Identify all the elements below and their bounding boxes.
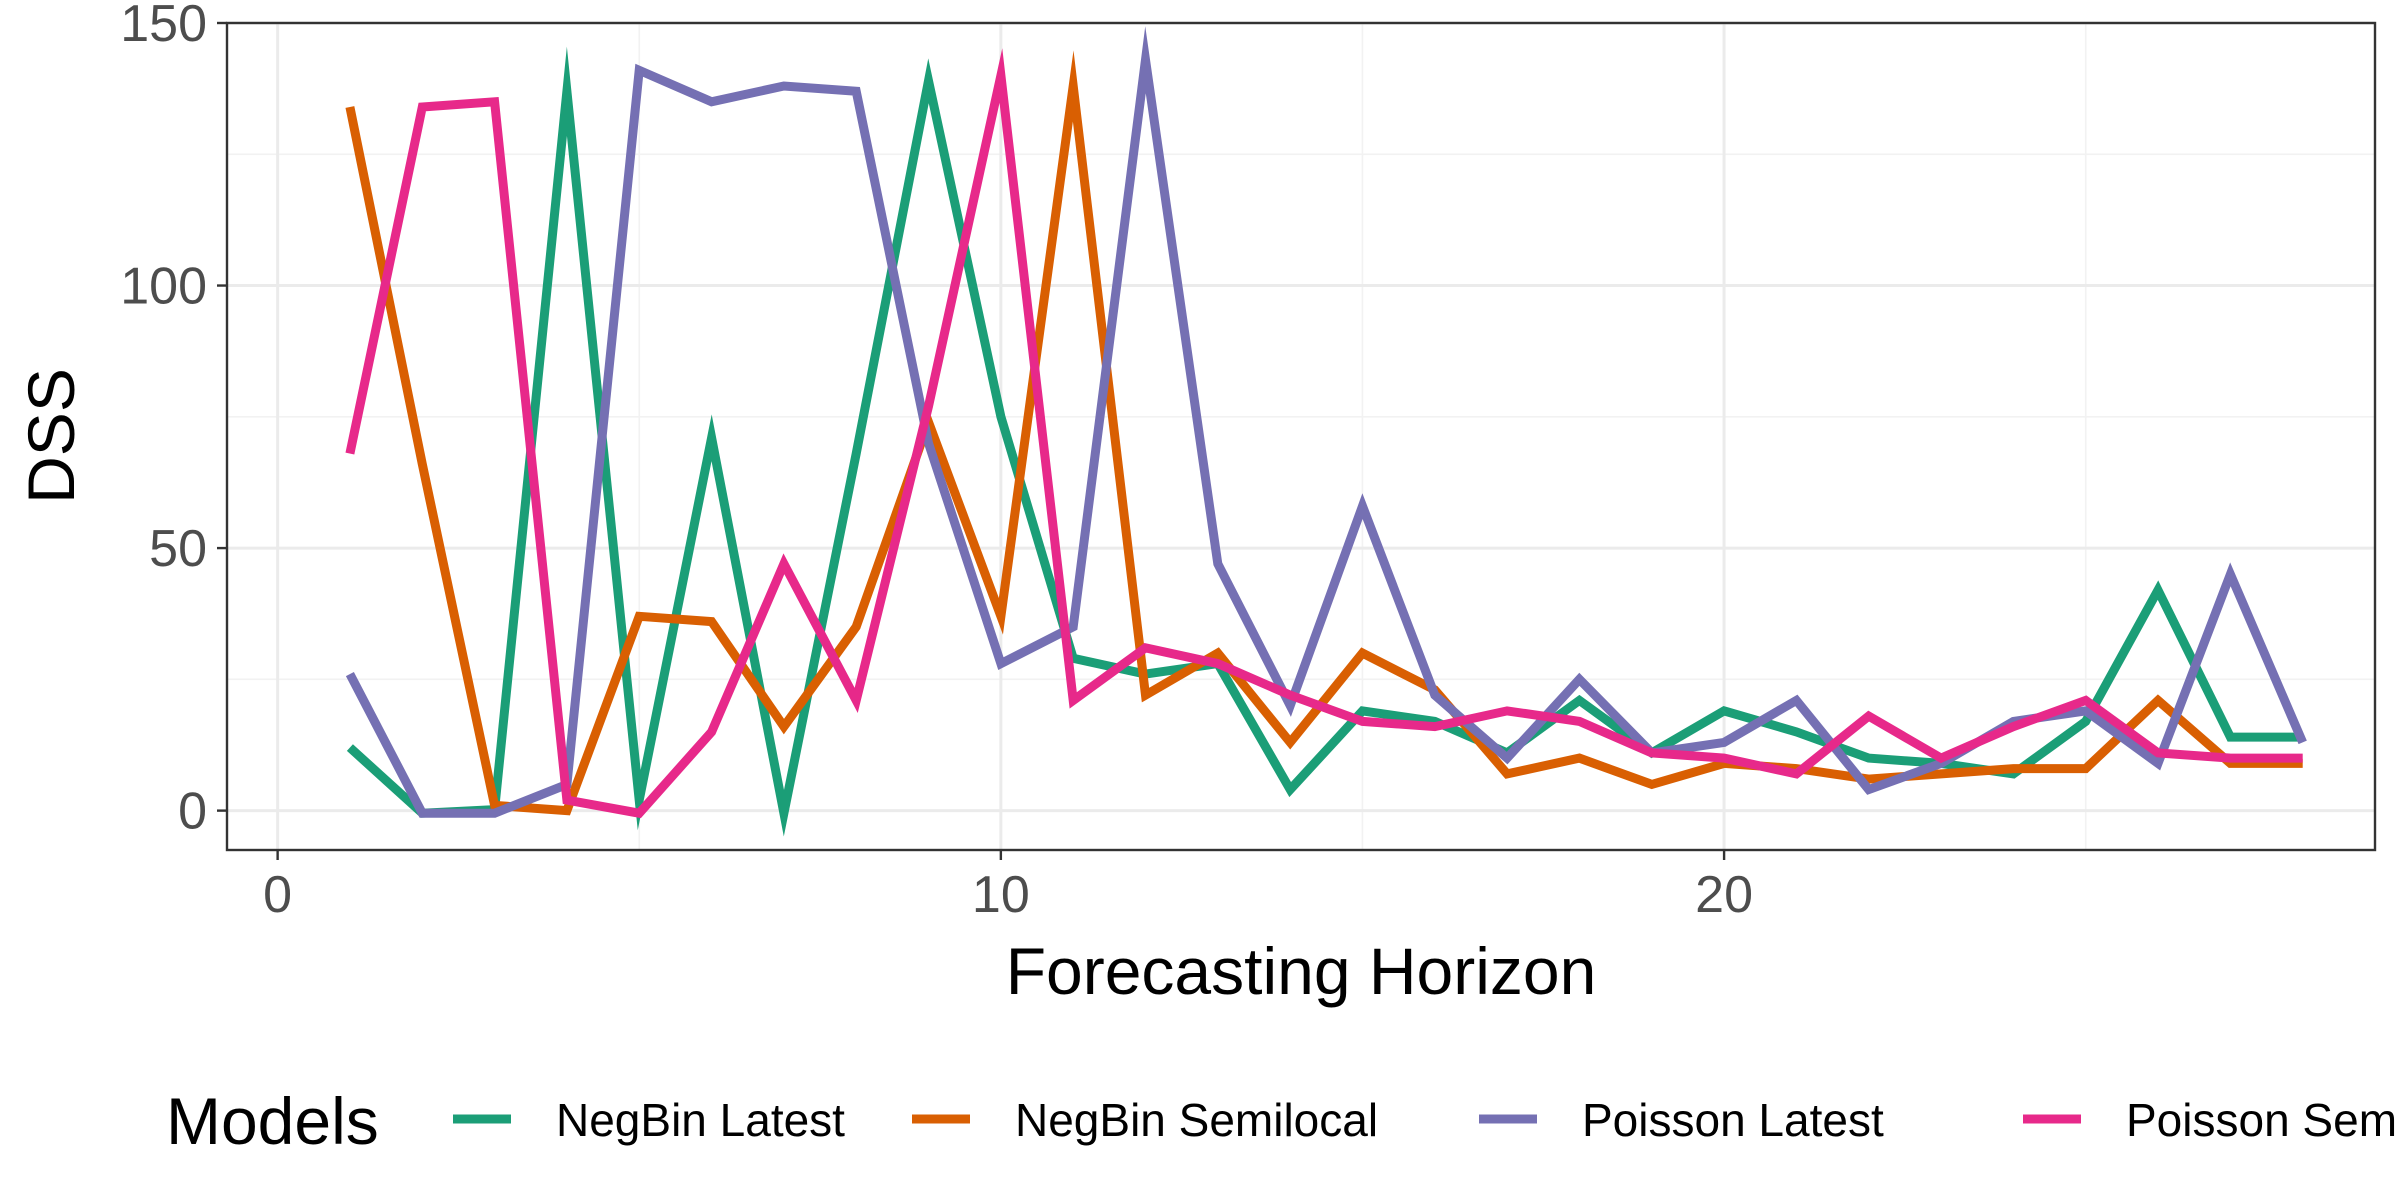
legend-label: Poisson Semilocal xyxy=(2126,1094,2400,1146)
y-tick-label: 50 xyxy=(149,520,207,578)
x-axis-title: Forecasting Horizon xyxy=(1006,934,1597,1008)
series-line-negbin-semilocal xyxy=(345,50,2303,816)
legend-label: Poisson Latest xyxy=(1582,1094,1884,1146)
series-line-poisson-semilocal xyxy=(345,48,2303,819)
legend-item-poisson-latest: Poisson Latest xyxy=(1479,1094,1884,1146)
legend-label: NegBin Latest xyxy=(556,1094,845,1146)
x-tick-label: 20 xyxy=(1695,866,1753,924)
plot-panel-border xyxy=(225,21,2377,852)
legend-item-poisson-semilocal: Poisson Semilocal xyxy=(2023,1094,2400,1146)
plot-background xyxy=(227,23,2375,850)
legend-title: Models xyxy=(166,1084,379,1158)
x-tick-label: 10 xyxy=(972,866,1030,924)
legend-item-negbin-latest: NegBin Latest xyxy=(453,1094,845,1146)
y-tick-label: 100 xyxy=(120,258,207,316)
series-layer xyxy=(345,26,2307,837)
legend-label: NegBin Semilocal xyxy=(1015,1094,1378,1146)
tick-labels: 0 10 20 0 50 100 150 xyxy=(120,0,1753,924)
y-axis-title: DSS xyxy=(14,368,88,504)
x-tick-label: 0 xyxy=(263,866,292,924)
axis-ticks xyxy=(217,21,1726,860)
legend-item-negbin-semilocal: NegBin Semilocal xyxy=(912,1094,1378,1146)
legend: Models NegBin Latest NegBin Semilocal Pois… xyxy=(166,1084,2400,1158)
legend-items: NegBin Latest NegBin Semilocal Poisson Lat… xyxy=(453,1094,2400,1146)
y-tick-label: 0 xyxy=(178,783,207,841)
y-tick-label: 150 xyxy=(120,0,207,53)
